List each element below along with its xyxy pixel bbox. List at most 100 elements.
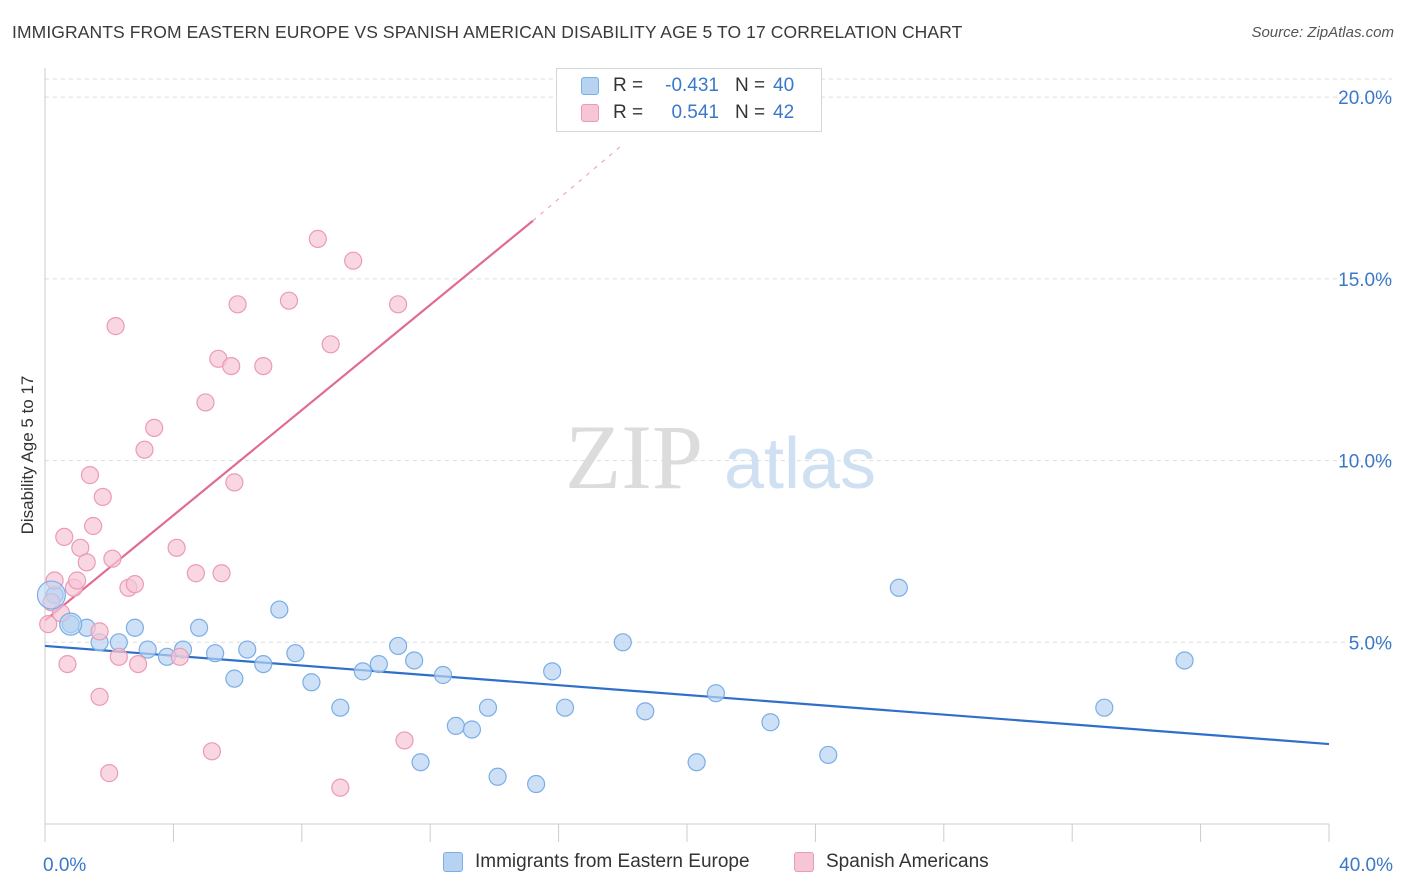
series-name: Immigrants from Eastern Europe: [475, 851, 750, 872]
point-eastern-europe: [462, 720, 482, 739]
point-spanish-americans: [170, 647, 189, 666]
point-eastern-europe-cluster: [59, 612, 83, 636]
legend-r-label: R =: [613, 102, 644, 123]
point-spanish-americans: [344, 251, 363, 270]
point-eastern-europe: [433, 665, 453, 685]
point-spanish-americans: [167, 538, 186, 557]
point-spanish-americans: [186, 564, 205, 583]
point-spanish-americans: [106, 317, 125, 336]
legend-r-value: 0.541: [671, 102, 719, 123]
legend-swatch-blue: [581, 77, 599, 95]
point-eastern-europe: [1095, 698, 1114, 717]
point-eastern-europe: [446, 716, 465, 735]
x-tick-label: 0.0%: [43, 855, 86, 876]
point-eastern-europe: [302, 673, 321, 692]
point-spanish-americans: [222, 356, 241, 376]
point-spanish-americans: [395, 731, 414, 750]
point-eastern-europe: [369, 654, 388, 674]
point-spanish-americans: [145, 418, 164, 437]
series-name: Spanish Americans: [826, 851, 989, 872]
legend-n-value: 40: [773, 75, 795, 96]
point-spanish-americans: [196, 393, 215, 412]
point-eastern-europe: [189, 618, 209, 637]
legend-n-label: N =: [735, 102, 766, 123]
point-spanish-americans: [80, 466, 100, 485]
point-eastern-europe: [206, 644, 225, 663]
series-legend-item-spanish-americans: Spanish Americans: [794, 851, 989, 873]
correlation-legend: R = -0.431 N = 40 R = 0.541 N = 42: [556, 68, 822, 132]
point-spanish-americans: [279, 291, 299, 310]
point-spanish-americans: [135, 440, 154, 459]
legend-row-pink: R = 0.541 N = 42: [581, 101, 794, 125]
point-eastern-europe: [411, 753, 430, 772]
point-eastern-europe: [1175, 651, 1194, 670]
grid-lines: [45, 78, 1392, 643]
point-eastern-europe: [687, 753, 706, 772]
point-spanish-americans: [254, 356, 273, 376]
point-eastern-europe: [706, 684, 725, 703]
point-spanish-americans: [58, 654, 77, 674]
point-spanish-americans: [202, 742, 222, 761]
point-spanish-americans: [100, 764, 119, 783]
y-tick-label: 20.0%: [1338, 88, 1392, 109]
point-eastern-europe: [636, 702, 655, 721]
point-spanish-americans: [308, 229, 327, 249]
point-spanish-americans: [93, 487, 112, 507]
x-tick-label: 40.0%: [1339, 855, 1393, 876]
point-spanish-americans: [331, 778, 350, 797]
point-eastern-europe: [254, 654, 273, 674]
point-eastern-europe: [286, 644, 305, 663]
y-tick-label: 15.0%: [1338, 270, 1392, 291]
point-spanish-americans: [321, 335, 340, 354]
point-eastern-europe: [389, 636, 408, 656]
point-spanish-americans: [128, 654, 148, 674]
y-tick-label: 5.0%: [1349, 633, 1392, 654]
trend-line-spanish-americans-extension: [532, 143, 624, 222]
point-spanish-americans: [39, 615, 58, 634]
point-spanish-americans: [225, 473, 244, 492]
point-eastern-europe: [353, 662, 372, 681]
series-swatch-pink: [794, 852, 814, 872]
source-credit: Source: ZipAtlas.com: [1251, 24, 1394, 41]
point-eastern-europe: [125, 618, 144, 637]
point-spanish-americans: [55, 527, 74, 547]
tick-labels: 5.0% 10.0% 15.0% 20.0% 0.0% 40.0%: [43, 88, 1393, 876]
trend-line-eastern-europe: [44, 644, 1330, 746]
point-eastern-europe: [543, 662, 562, 681]
point-spanish-americans: [90, 622, 109, 641]
series-legend: Immigrants from Eastern Europe Spanish A…: [0, 851, 1406, 877]
point-eastern-europe: [527, 774, 546, 794]
point-eastern-europe: [889, 578, 908, 597]
axes: [44, 68, 1330, 842]
chart-title: IMMIGRANTS FROM EASTERN EUROPE VS SPANIS…: [12, 22, 963, 42]
point-eastern-europe: [405, 651, 424, 670]
legend-r-value: -0.431: [665, 75, 719, 96]
point-spanish-americans: [212, 564, 231, 583]
watermark-atlas: atlas: [724, 424, 876, 504]
legend-row-blue: R = -0.431 N = 40: [581, 74, 794, 98]
point-spanish-americans: [228, 295, 247, 314]
point-eastern-europe: [613, 633, 632, 652]
point-eastern-europe: [270, 600, 289, 619]
point-eastern-europe: [488, 767, 507, 786]
point-spanish-americans: [389, 295, 408, 314]
y-tick-label: 10.0%: [1338, 452, 1392, 473]
point-eastern-europe: [555, 698, 575, 717]
point-spanish-americans: [125, 575, 144, 594]
trend-line-spanish-americans: [44, 219, 534, 622]
point-spanish-americans: [109, 647, 128, 666]
point-eastern-europe: [331, 698, 350, 717]
point-spanish-americans: [67, 571, 87, 590]
legend-n-label: N =: [735, 75, 766, 96]
legend-r-label: R =: [613, 75, 644, 96]
point-spanish-americans: [90, 687, 109, 706]
point-spanish-americans: [84, 516, 103, 536]
legend-swatch-pink: [581, 104, 599, 122]
watermark: ZIP atlas: [565, 406, 876, 508]
point-eastern-europe: [478, 698, 498, 717]
data-points: [36, 229, 1194, 797]
series-legend-item-eastern-europe: Immigrants from Eastern Europe: [443, 851, 750, 873]
point-eastern-europe: [819, 745, 838, 765]
point-spanish-americans: [103, 549, 122, 568]
